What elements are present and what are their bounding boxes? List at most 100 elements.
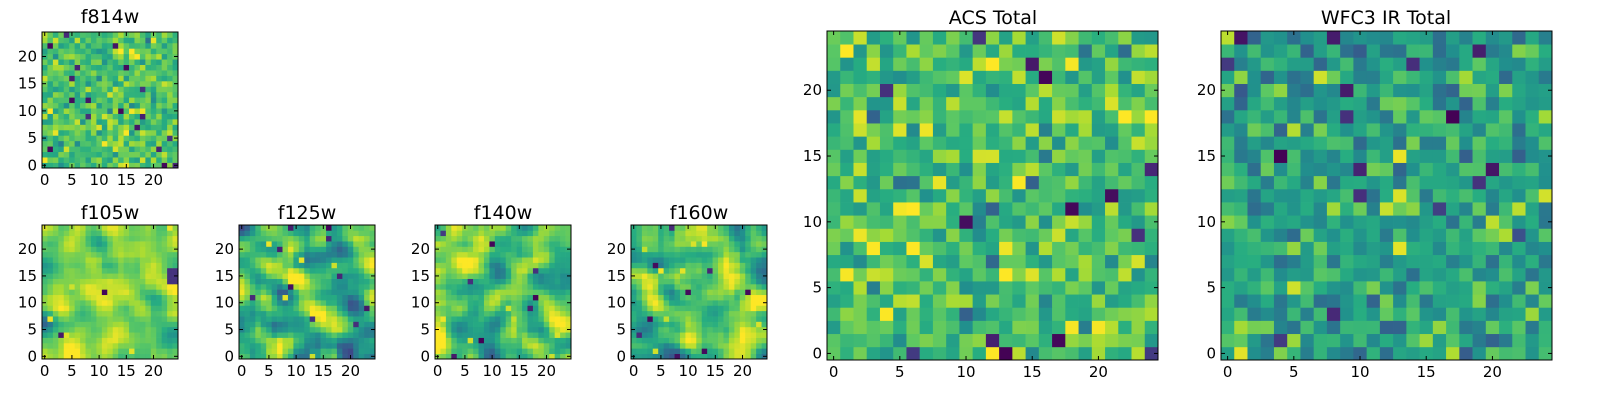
heatmap-cell bbox=[467, 246, 474, 253]
heatmap-cell bbox=[161, 146, 168, 153]
heatmap-cell bbox=[69, 300, 75, 306]
heatmap-cell bbox=[145, 278, 152, 285]
heatmap-cell bbox=[1472, 333, 1487, 348]
heatmap-cell bbox=[690, 283, 697, 290]
heatmap-cell bbox=[1221, 281, 1235, 295]
heatmap-cell bbox=[101, 70, 108, 76]
heatmap-cell bbox=[999, 123, 1013, 137]
heatmap-cell bbox=[118, 321, 124, 328]
heatmap-cell bbox=[1038, 162, 1053, 177]
heatmap-cell bbox=[255, 241, 262, 247]
heatmap-cell bbox=[690, 342, 697, 349]
heatmap-cell bbox=[1221, 215, 1235, 229]
heatmap-cell bbox=[827, 162, 841, 177]
heatmap-cell bbox=[161, 124, 168, 131]
heatmap-cell bbox=[1353, 294, 1367, 308]
heatmap-cell bbox=[353, 332, 360, 338]
heatmap-cell bbox=[879, 267, 894, 282]
heatmap-cell bbox=[1512, 215, 1526, 229]
heatmap-cell bbox=[277, 321, 283, 328]
heatmap-cell bbox=[145, 289, 152, 296]
heatmap-cell bbox=[745, 337, 752, 344]
heatmap-cell bbox=[560, 267, 566, 274]
heatmap-cell bbox=[1052, 44, 1066, 58]
heatmap-cell bbox=[1499, 123, 1513, 137]
heatmap-cell bbox=[932, 31, 947, 45]
heatmap-cell bbox=[685, 273, 692, 279]
heatmap-cell bbox=[134, 162, 141, 169]
heatmap-cell bbox=[906, 333, 921, 348]
heatmap-cell bbox=[652, 337, 659, 344]
heatmap-cell bbox=[879, 228, 894, 242]
heatmap-cell bbox=[58, 64, 65, 71]
heatmap-cell bbox=[701, 289, 708, 296]
heatmap-cell bbox=[739, 251, 746, 258]
heatmap-cell bbox=[946, 83, 960, 98]
heatmap-cell bbox=[1052, 162, 1066, 177]
heatmap-cell bbox=[69, 59, 75, 65]
heatmap-cell bbox=[47, 162, 54, 169]
heatmap-cell bbox=[1512, 70, 1526, 84]
heatmap-cell bbox=[320, 267, 327, 274]
heatmap-cell bbox=[554, 348, 561, 354]
heatmap-cell bbox=[145, 273, 152, 279]
heatmap-cell bbox=[331, 294, 338, 301]
heatmap-cell bbox=[1393, 320, 1407, 335]
heatmap-cell bbox=[244, 235, 251, 242]
heatmap-cell bbox=[342, 241, 349, 247]
heatmap-cell bbox=[1234, 123, 1248, 137]
heatmap-cell bbox=[47, 91, 54, 98]
heatmap-cell bbox=[631, 321, 637, 328]
heatmap-cell bbox=[271, 246, 278, 253]
heatmap-cell bbox=[893, 175, 907, 190]
heatmap-cell bbox=[532, 305, 539, 312]
heatmap-cell bbox=[511, 305, 517, 312]
heatmap-cell bbox=[309, 235, 316, 242]
heatmap-cell bbox=[456, 348, 463, 354]
heatmap-cell bbox=[63, 267, 70, 274]
heatmap-cell bbox=[320, 273, 327, 279]
heatmap-cell bbox=[505, 257, 512, 263]
heatmap-cell bbox=[107, 151, 114, 158]
heatmap-cell bbox=[658, 283, 664, 290]
heatmap-cell bbox=[139, 53, 146, 60]
heatmap-cell bbox=[641, 225, 648, 231]
heatmap-cell bbox=[451, 294, 458, 301]
heatmap-cell bbox=[1234, 136, 1248, 150]
heatmap-cell bbox=[150, 53, 157, 60]
heatmap-cell bbox=[440, 332, 447, 338]
x-tick-label: 20 bbox=[733, 362, 752, 380]
heatmap-cell bbox=[309, 337, 316, 344]
heatmap-cell bbox=[494, 278, 501, 285]
heatmap-cell bbox=[893, 320, 907, 335]
heatmap-cell bbox=[462, 342, 468, 349]
heatmap-cell bbox=[112, 80, 119, 87]
heatmap-cell bbox=[516, 262, 523, 269]
heatmap-cell bbox=[946, 162, 960, 177]
heatmap-cell bbox=[1499, 320, 1513, 335]
heatmap-cell bbox=[69, 316, 75, 322]
heatmap-cell bbox=[1406, 31, 1420, 45]
heatmap-cell bbox=[756, 305, 762, 312]
heatmap-cell bbox=[1078, 31, 1093, 45]
heatmap-cell bbox=[734, 273, 741, 279]
heatmap-cell bbox=[139, 162, 146, 169]
heatmap-cell bbox=[145, 225, 152, 231]
heatmap-cell bbox=[255, 310, 262, 317]
heatmap-cell bbox=[1340, 307, 1354, 321]
heatmap-cell bbox=[331, 278, 338, 285]
heatmap-cell bbox=[489, 235, 496, 242]
heatmap-cell bbox=[129, 37, 135, 44]
heatmap-cell bbox=[1340, 333, 1354, 348]
heatmap-cell bbox=[47, 230, 54, 237]
heatmap-cell bbox=[538, 300, 545, 306]
heatmap-cell bbox=[1393, 294, 1407, 308]
heatmap-cell bbox=[1459, 281, 1473, 295]
heatmap-cell bbox=[167, 124, 173, 131]
heatmap-cell bbox=[347, 342, 354, 349]
heatmap-cell bbox=[445, 257, 452, 263]
heatmap-cell bbox=[919, 241, 934, 256]
heatmap-cell bbox=[435, 289, 441, 296]
heatmap-cell bbox=[652, 235, 659, 242]
